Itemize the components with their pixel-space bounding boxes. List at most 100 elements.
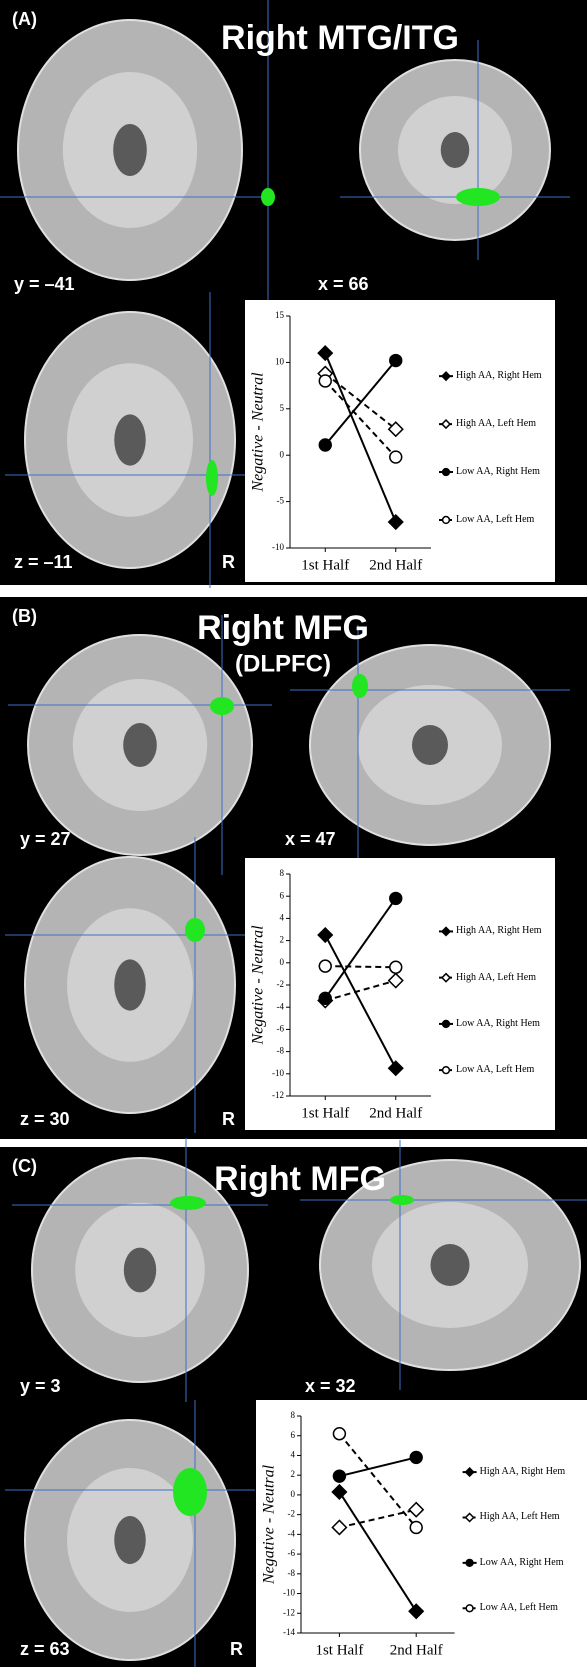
activation xyxy=(352,674,368,698)
legend-label: Low AA, Right Hem xyxy=(456,466,553,477)
panel-label: (B) xyxy=(12,606,37,626)
activation xyxy=(170,1196,206,1210)
y-tick-label: 6 xyxy=(280,890,285,900)
y-tick-label: 6 xyxy=(291,1430,296,1440)
legend-label: High AA, Left Hem xyxy=(456,418,553,429)
legend-marker xyxy=(466,1559,473,1566)
activation xyxy=(210,697,234,715)
legend-entry: Low AA, Right Hem xyxy=(456,466,553,494)
marker xyxy=(390,961,402,973)
ventricle xyxy=(114,959,146,1010)
y-tick-label: -8 xyxy=(288,1568,296,1578)
slice-label: x = 47 xyxy=(285,829,336,849)
y-tick-label: 15 xyxy=(275,310,285,320)
slice-label: y = 27 xyxy=(20,829,71,849)
y-tick-label: -14 xyxy=(283,1627,295,1637)
legend-marker xyxy=(466,1605,473,1612)
legend-entry: High AA, Right Hem xyxy=(480,1466,585,1494)
legend-label: Low AA, Left Hem xyxy=(456,1064,553,1075)
slice-label: R xyxy=(230,1639,243,1659)
y-tick-label: -2 xyxy=(277,979,285,989)
activation xyxy=(456,188,500,206)
y-tick-label: 8 xyxy=(291,1410,296,1420)
legend-marker xyxy=(443,469,450,476)
legend-entry: High AA, Left Hem xyxy=(456,972,553,1000)
panel-subtitle: (DLPFC) xyxy=(235,650,331,677)
y-tick-label: 0 xyxy=(291,1489,296,1499)
legend-label: Low AA, Left Hem xyxy=(480,1602,585,1613)
ventricle xyxy=(114,1516,146,1564)
y-tick-label: -4 xyxy=(288,1528,296,1538)
marker xyxy=(390,355,402,367)
y-tick-label: 8 xyxy=(280,868,285,878)
y-tick-label: -2 xyxy=(288,1509,296,1519)
figure: (A)Right MTG/ITGy = –41x = 66z = –11R-10… xyxy=(0,0,587,1667)
slice-label: z = 63 xyxy=(20,1639,70,1659)
marker xyxy=(333,1470,345,1482)
panel-title: Right MTG/ITG xyxy=(221,19,459,57)
x-tick-label: 1st Half xyxy=(315,1642,363,1658)
legend-label: High AA, Right Hem xyxy=(480,1466,585,1477)
y-tick-label: 5 xyxy=(280,403,285,413)
y-tick-label: -6 xyxy=(288,1548,296,1558)
y-tick-label: 4 xyxy=(280,912,285,922)
activation xyxy=(185,918,205,942)
y-tick-label: -6 xyxy=(277,1023,285,1033)
x-tick-label: 1st Half xyxy=(301,1105,349,1121)
y-tick-label: -8 xyxy=(277,1046,285,1056)
x-tick-label: 2nd Half xyxy=(369,1105,422,1121)
slice-label: z = 30 xyxy=(20,1109,70,1129)
legend-entry: High AA, Right Hem xyxy=(456,370,553,398)
slice-label: R xyxy=(222,552,235,572)
panel-label: (C) xyxy=(12,1156,37,1176)
x-tick-label: 2nd Half xyxy=(390,1642,443,1658)
marker xyxy=(410,1522,422,1534)
y-tick-label: -12 xyxy=(272,1090,284,1100)
marker xyxy=(319,960,331,972)
legend-entry: Low AA, Left Hem xyxy=(456,1064,553,1092)
slice-label: R xyxy=(222,1109,235,1129)
legend-marker xyxy=(443,517,450,524)
y-tick-label: 2 xyxy=(280,935,285,945)
ventricle xyxy=(124,1248,156,1293)
y-tick-label: 4 xyxy=(291,1450,296,1460)
legend-entry: Low AA, Right Hem xyxy=(480,1557,585,1585)
legend-marker xyxy=(443,1021,450,1028)
legend-entry: Low AA, Left Hem xyxy=(456,514,553,542)
y-tick-label: -10 xyxy=(272,1068,284,1078)
legend-label: Low AA, Left Hem xyxy=(456,514,553,525)
legend-entry: High AA, Left Hem xyxy=(480,1511,585,1539)
legend-label: Low AA, Right Hem xyxy=(456,1018,553,1029)
legend-label: High AA, Right Hem xyxy=(456,925,553,936)
ventricle xyxy=(123,723,157,767)
panel-title: Right MFG xyxy=(214,1160,386,1198)
marker xyxy=(410,1451,422,1463)
legend-entry: High AA, Right Hem xyxy=(456,925,553,953)
legend-label: High AA, Left Hem xyxy=(456,972,553,983)
marker xyxy=(390,892,402,904)
legend-entry: High AA, Left Hem xyxy=(456,418,553,446)
y-tick-label: 0 xyxy=(280,957,285,967)
activation xyxy=(390,1195,414,1205)
y-tick-label: 2 xyxy=(291,1469,296,1479)
legend-entry: Low AA, Left Hem xyxy=(480,1602,585,1630)
ventricle xyxy=(113,124,147,176)
marker xyxy=(390,451,402,463)
x-tick-label: 1st Half xyxy=(301,557,349,573)
marker xyxy=(319,992,331,1004)
slice-label: y = 3 xyxy=(20,1376,61,1396)
activation xyxy=(173,1468,207,1516)
y-tick-label: -10 xyxy=(283,1588,295,1598)
slice-label: y = –41 xyxy=(14,274,75,294)
y-axis-label: Negative - Neutral xyxy=(261,1464,278,1585)
marker xyxy=(319,375,331,387)
legend-marker xyxy=(443,1067,450,1074)
ventricle xyxy=(412,725,448,765)
y-axis-label: Negative - Neutral xyxy=(250,925,267,1046)
y-axis-label: Negative - Neutral xyxy=(250,372,267,493)
marker xyxy=(319,439,331,451)
activation xyxy=(261,188,275,206)
y-tick-label: -12 xyxy=(283,1607,295,1617)
legend-label: High AA, Right Hem xyxy=(456,370,553,381)
panel-label: (A) xyxy=(12,9,37,29)
